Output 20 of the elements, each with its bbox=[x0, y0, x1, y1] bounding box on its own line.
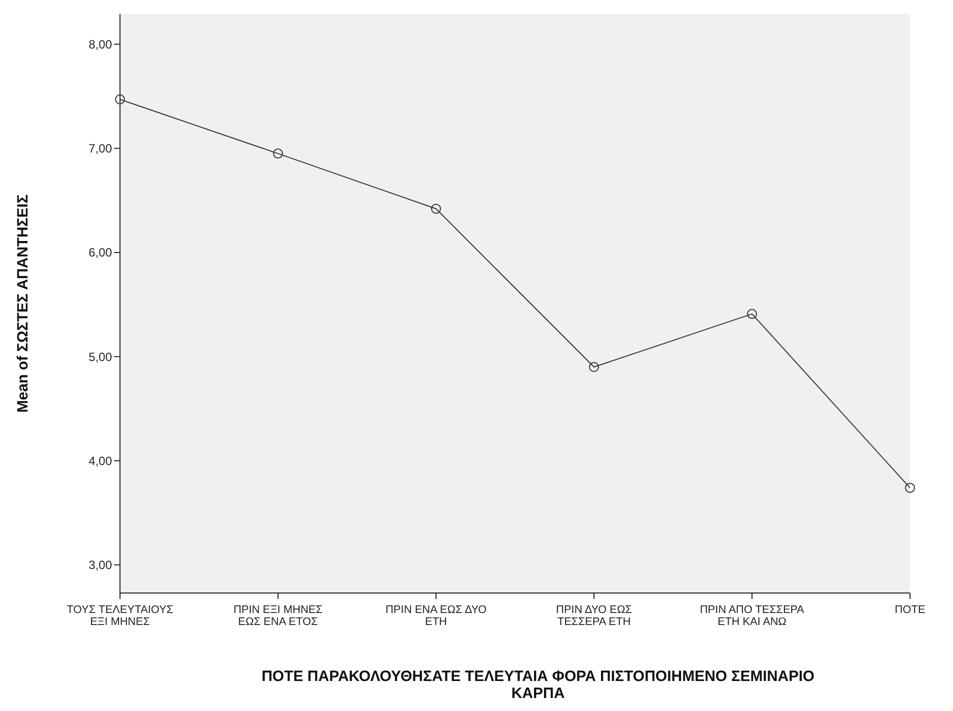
y-tick-label: 8,00 bbox=[88, 37, 112, 52]
y-axis-title: Mean of ΣΩΣΤΕΣ ΑΠΑΝΤΗΣΕΙΣ bbox=[14, 194, 32, 413]
y-tick-label: 7,00 bbox=[88, 142, 112, 156]
point bbox=[115, 94, 125, 104]
x-tick-label: ΠΡΙΝ ΕΞΙ ΜΗΝΕΣ ΕΩΣ ΕΝΑ ΕΤΟΣ bbox=[233, 604, 323, 628]
x-tick-label: ΠΡΙΝ ΔΥΟ ΕΩΣ ΤΕΣΣΕΡΑ ΕΤΗ bbox=[556, 604, 632, 628]
x-tick-label: ΠΡΙΝ ΑΠΟ ΤΕΣΣΕΡΑ ΕΤΗ ΚΑΙ ΑΝΩ bbox=[700, 604, 805, 628]
x-tick-label: ΤΟΥΣ ΤΕΛΕΥΤΑΙΟΥΣ ΕΞΙ ΜΗΝΕΣ bbox=[66, 604, 174, 628]
point bbox=[273, 148, 283, 159]
x-tick-label: ΠΡΙΝ ΕΝΑ ΕΩΣ ΔΥΟ ΕΤΗ bbox=[385, 604, 487, 628]
point bbox=[905, 482, 915, 493]
x-axis-title: ΠΟΤΕ ΠΑΡΑΚΟΛΟΥΘΗΣΑΤΕ ΤΕΛΕΥΤΑΙΑ ΦΟΡΑ ΠΙΣΤΟΠΟΙΗΜΕΝΟ ΣΕΜΙΝΑΡΙΟ ΚΑΡΠΑ bbox=[260, 668, 816, 702]
point bbox=[431, 204, 441, 214]
point bbox=[589, 362, 599, 372]
point bbox=[747, 308, 757, 319]
y-tick-label: 6,00 bbox=[88, 246, 112, 260]
y-tick-label: 5,00 bbox=[88, 350, 112, 364]
y-tick-label: 4,00 bbox=[88, 454, 112, 468]
x-tick-label: ΠΟΤΕ bbox=[894, 604, 926, 616]
y-tick-label: 3,00 bbox=[88, 558, 112, 572]
